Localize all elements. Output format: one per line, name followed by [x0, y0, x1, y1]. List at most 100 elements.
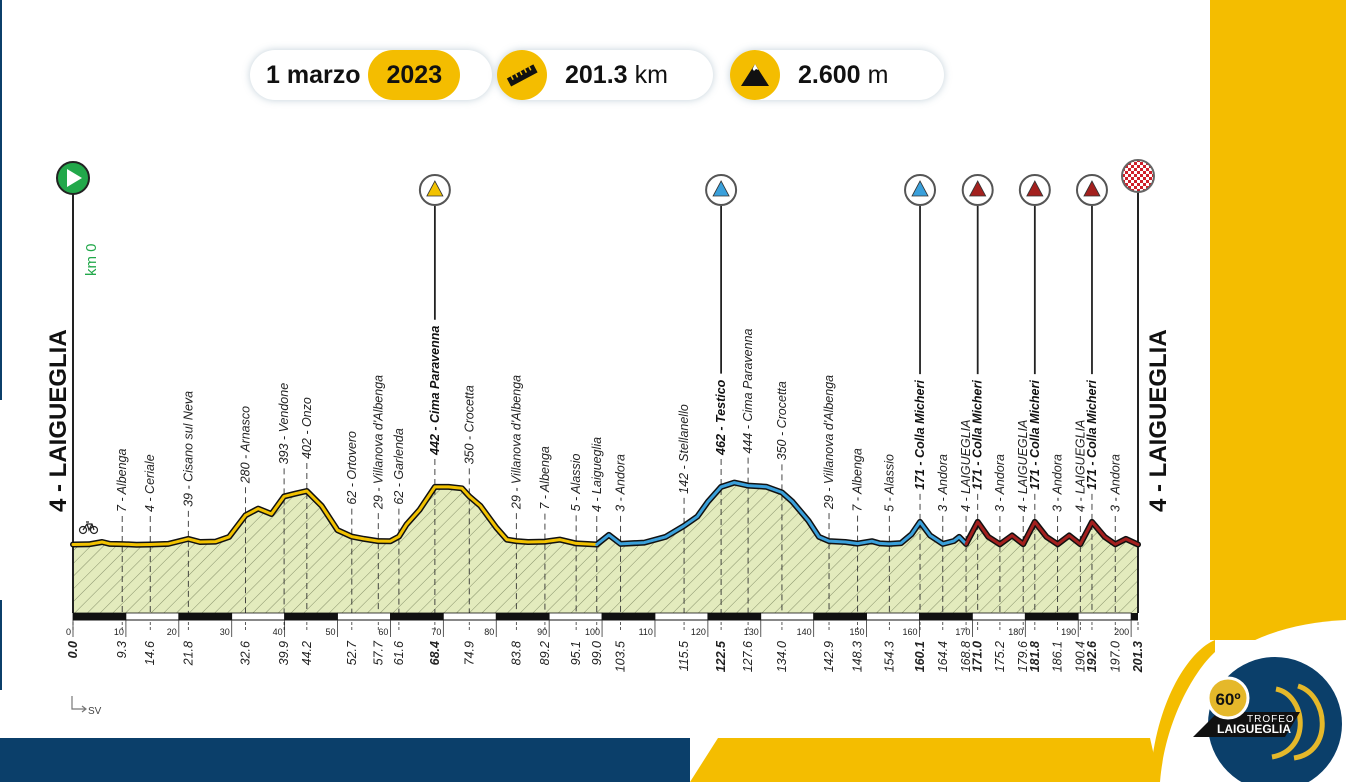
waypoint-label: 62 - Garlenda — [392, 428, 406, 504]
scale-bar-segment — [231, 612, 286, 621]
logo-ring-2 — [1293, 683, 1325, 761]
logo-ring-1 — [1271, 686, 1303, 760]
waypoint-label: 3 - Andora — [614, 454, 628, 512]
x-tick-label: 140 — [797, 627, 812, 637]
waypoint-km-label: 164.4 — [936, 641, 950, 672]
navy-bottom-band — [0, 738, 690, 782]
waypoint-km-label: 99.0 — [590, 641, 604, 665]
waypoint-km-label: 190.4 — [1073, 641, 1087, 672]
waypoint-km-label: 122.5 — [714, 640, 728, 672]
climb-icon-mountain — [969, 180, 987, 197]
x-tick-label: 180 — [1008, 627, 1023, 637]
waypoint-label: 171 - Colla Micheri — [1085, 380, 1099, 490]
scale-bar-segment — [390, 612, 444, 621]
km0-label: km 0 — [83, 243, 100, 276]
finish-town-label: 4 - LAIGUEGLIA — [1145, 329, 1172, 512]
climb-icon-mountain — [911, 180, 929, 197]
waypoint-label: 171 - Colla Micheri — [971, 380, 985, 490]
route-segment-1 — [595, 481, 968, 546]
waypoint-label: 142 - Stellanello — [677, 404, 691, 494]
route-segment-2 — [964, 520, 1140, 546]
scale-bar-segment — [1024, 612, 1079, 621]
x-tick-label: 20 — [167, 627, 177, 637]
distance-value: 201.3 — [565, 60, 628, 89]
waypoint-label: 29 - Villanova d'Albenga — [371, 375, 385, 510]
scale-bar-segment — [919, 612, 973, 621]
scale-bar-segment — [654, 612, 709, 621]
yellow-side-band — [1210, 0, 1346, 640]
waypoint-km-label: 197.0 — [1108, 641, 1122, 672]
waypoint-label: 62 - Ortovero — [345, 431, 359, 505]
logo-edition: 60º — [1215, 690, 1240, 709]
distance-pill: 201.3 km — [497, 50, 713, 100]
x-tick-label: 150 — [850, 627, 865, 637]
scale-bar-segment — [707, 612, 762, 621]
waypoint-label: 3 - Andora — [993, 454, 1007, 512]
x-tick-label: 130 — [744, 627, 759, 637]
waypoint-km-label: 154.3 — [882, 641, 896, 672]
x-tick-label: 10 — [114, 627, 124, 637]
bicycle-icon — [78, 521, 99, 535]
ruler-icon — [497, 50, 547, 100]
waypoint-km-label: 192.6 — [1085, 640, 1099, 672]
x-tick-label: 50 — [326, 627, 336, 637]
waypoint-km-label: 103.5 — [614, 641, 628, 672]
logo-line2: LAIGUEGLIA — [1217, 722, 1291, 736]
waypoint-label: 39 - Cisano sul Neva — [181, 391, 195, 507]
scale-bar-segment — [1077, 612, 1132, 621]
waypoint-label: 350 - Crocetta — [775, 381, 789, 460]
scale-bar-segment — [601, 612, 656, 621]
yellow-bottom-band — [690, 738, 1160, 782]
waypoint-km-label: 186.1 — [1051, 641, 1065, 672]
waypoint-label: 171 - Colla Micheri — [1028, 380, 1042, 490]
waypoint-label: 171 - Colla Micheri — [913, 380, 927, 490]
scale-bar-segment — [284, 612, 338, 621]
route-segment-0 — [71, 485, 599, 547]
waypoint-label: 7 - Albenga — [115, 448, 129, 512]
finish-icon-checkered — [1121, 159, 1155, 193]
waypoint-label: 7 - Albenga — [538, 446, 552, 510]
mountain-icon — [730, 50, 780, 100]
elevation-pill: 2.600 m — [730, 50, 944, 100]
waypoint-km-label: 52.7 — [345, 640, 359, 665]
waypoint-km-label: 89.2 — [538, 641, 552, 665]
waypoint-km-label: 168.8 — [959, 641, 973, 672]
scale-bar-segment — [178, 612, 233, 621]
waypoint-label: 350 - Crocetta — [462, 385, 476, 464]
climb-mountain-icon — [705, 174, 738, 206]
date-pill: 1 marzo 2023 — [250, 50, 492, 100]
waypoint-km-label: 32.6 — [238, 641, 252, 665]
waypoint-km-label: 61.6 — [392, 641, 406, 665]
waypoint-km-label: 83.8 — [509, 641, 523, 665]
waypoint-km-label: 95.1 — [569, 641, 583, 665]
scale-bar-segment — [72, 612, 127, 621]
scale-bar-segment — [813, 612, 867, 621]
elevation-unit: m — [867, 60, 889, 89]
waypoint-km-label: 127.6 — [741, 641, 755, 672]
finish-flag-icon — [1121, 159, 1155, 193]
scale-bar-segment — [1131, 613, 1138, 620]
waypoint-label: 4 - LAIGUEGLIA — [959, 420, 973, 512]
waypoint-km-label: 39.9 — [277, 641, 291, 665]
waypoint-km-label: 142.9 — [822, 641, 836, 672]
x-tick-label: 190 — [1061, 627, 1076, 637]
waypoint-km-label: 134.0 — [775, 641, 789, 672]
climb-mountain-icon — [961, 174, 994, 206]
start-flag-icon — [56, 161, 90, 195]
waypoint-label: 7 - Albenga — [851, 448, 865, 512]
elevation-value: 2.600 — [798, 60, 861, 89]
start-icon-play — [67, 169, 82, 187]
waypoint-km-label: 57.7 — [371, 640, 385, 665]
waypoint-label: 280 - Arnasco — [238, 406, 252, 484]
climb-icon-mountain — [1083, 180, 1101, 197]
waypoint-label: 4 - LAIGUEGLIA — [1073, 420, 1087, 512]
scale-bar-segment — [442, 612, 497, 621]
waypoint-km-label: 0.0 — [66, 641, 80, 658]
waypoint-label: 442 - Cima Paravenna — [428, 326, 442, 456]
x-tick-label: 70 — [431, 627, 441, 637]
scale-bar-segment — [125, 612, 180, 621]
climb-icon-mountain — [712, 180, 730, 197]
x-tick-label: 170 — [955, 627, 970, 637]
waypoint-km-label: 21.8 — [181, 641, 195, 666]
